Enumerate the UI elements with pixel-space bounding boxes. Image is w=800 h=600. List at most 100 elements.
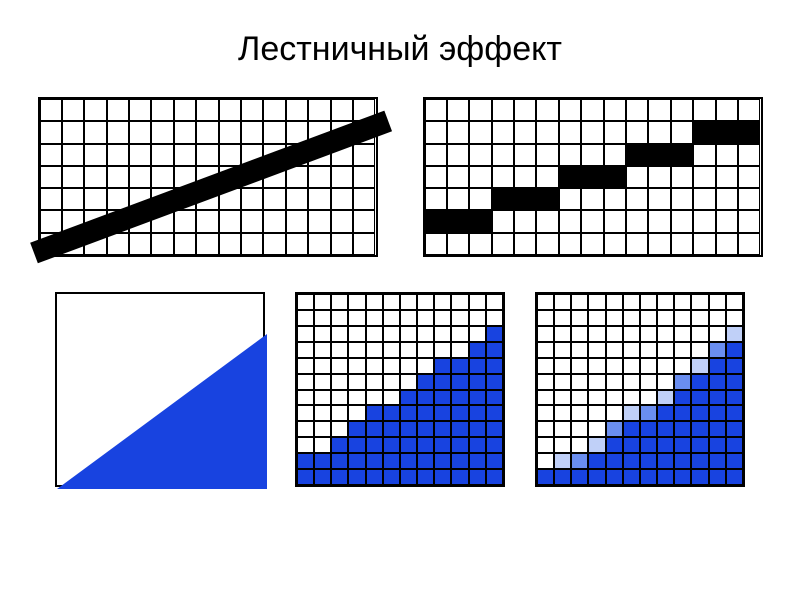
- grid-cell: [314, 437, 331, 453]
- grid-cell: [588, 453, 605, 469]
- grid-cell: [559, 144, 581, 166]
- grid-cell: [640, 390, 657, 406]
- grid-cell: [469, 374, 486, 390]
- grid-cell: [559, 99, 581, 121]
- grid-cell: [571, 342, 588, 358]
- grid-cell: [716, 233, 738, 255]
- grid-cell: [588, 390, 605, 406]
- grid-cell: [447, 99, 469, 121]
- grid-cell: [107, 166, 129, 188]
- grid-cell: [726, 310, 743, 326]
- grid-cell: [151, 233, 173, 255]
- bottom-row: [0, 292, 800, 487]
- grid-cell: [738, 99, 760, 121]
- grid-cell: [383, 390, 400, 406]
- grid-cell: [331, 421, 348, 437]
- grid-cell: [451, 453, 468, 469]
- grid-cell: [657, 294, 674, 310]
- grid-cell: [331, 99, 353, 121]
- grid-cell: [536, 144, 558, 166]
- grid-cell: [383, 469, 400, 485]
- grid-cell: [691, 453, 708, 469]
- grid-cell: [571, 326, 588, 342]
- grid-cell: [348, 342, 365, 358]
- grid-cell: [241, 188, 263, 210]
- grid-cell: [674, 421, 691, 437]
- grid-cell: [400, 294, 417, 310]
- grid-cell: [297, 453, 314, 469]
- grid-cell: [434, 405, 451, 421]
- grid-cell: [623, 405, 640, 421]
- grid-cell: [604, 210, 626, 232]
- grid-cell: [486, 421, 503, 437]
- grid-cell: [536, 166, 558, 188]
- grid-cell: [383, 358, 400, 374]
- grid-cell: [606, 294, 623, 310]
- grid-cell: [353, 233, 375, 255]
- grid-cell: [554, 437, 571, 453]
- grid-cell: [62, 99, 84, 121]
- grid-cell: [554, 358, 571, 374]
- grid-cell: [693, 210, 715, 232]
- grid-cell: [623, 326, 640, 342]
- grid-cell: [674, 374, 691, 390]
- grid-cell: [604, 121, 626, 143]
- grid-cell: [486, 453, 503, 469]
- grid-cell: [648, 166, 670, 188]
- grid-cell: [606, 405, 623, 421]
- grid-cell: [674, 390, 691, 406]
- grid-cell: [219, 233, 241, 255]
- grid-cell: [709, 294, 726, 310]
- grid-cell: [537, 453, 554, 469]
- grid-cell: [366, 437, 383, 453]
- grid-cell: [400, 326, 417, 342]
- grid-cell: [623, 342, 640, 358]
- grid-cell: [640, 358, 657, 374]
- grid-cell: [417, 374, 434, 390]
- grid-cell: [674, 310, 691, 326]
- grid-cell: [537, 421, 554, 437]
- grid-cell: [671, 233, 693, 255]
- grid-cell: [84, 99, 106, 121]
- grid-cell: [674, 469, 691, 485]
- grid-cell: [537, 469, 554, 485]
- grid-cell: [559, 188, 581, 210]
- grid-cell: [366, 453, 383, 469]
- grid-cell: [691, 342, 708, 358]
- grid-cell: [348, 374, 365, 390]
- grid-cell: [709, 405, 726, 421]
- grid-cell: [308, 210, 330, 232]
- grid-cell: [726, 342, 743, 358]
- grid-cell: [554, 342, 571, 358]
- grid-cell: [451, 358, 468, 374]
- grid-cell: [606, 310, 623, 326]
- grid-cell: [314, 310, 331, 326]
- grid-cell: [559, 166, 581, 188]
- grid-cell: [400, 342, 417, 358]
- grid-cell: [604, 144, 626, 166]
- grid-cell: [571, 390, 588, 406]
- grid-cell: [447, 233, 469, 255]
- grid-cell: [738, 166, 760, 188]
- grid-cell: [640, 469, 657, 485]
- grid-cell: [709, 342, 726, 358]
- grid-cell: [417, 437, 434, 453]
- grid-cell: [571, 294, 588, 310]
- grid-cell: [451, 421, 468, 437]
- grid-cell: [400, 437, 417, 453]
- grid-cell: [606, 453, 623, 469]
- grid-cell: [314, 326, 331, 342]
- grid-cell: [581, 144, 603, 166]
- grid-cell: [151, 144, 173, 166]
- grid-cell: [366, 374, 383, 390]
- panel-antialiased-triangle: [535, 292, 745, 487]
- grid-cell: [469, 405, 486, 421]
- grid-cell: [469, 437, 486, 453]
- grid-cell: [588, 310, 605, 326]
- grid-cell: [486, 374, 503, 390]
- grid-cell: [331, 469, 348, 485]
- grid-cell: [353, 144, 375, 166]
- grid-cell: [691, 294, 708, 310]
- grid-cell: [537, 294, 554, 310]
- grid-cell: [581, 121, 603, 143]
